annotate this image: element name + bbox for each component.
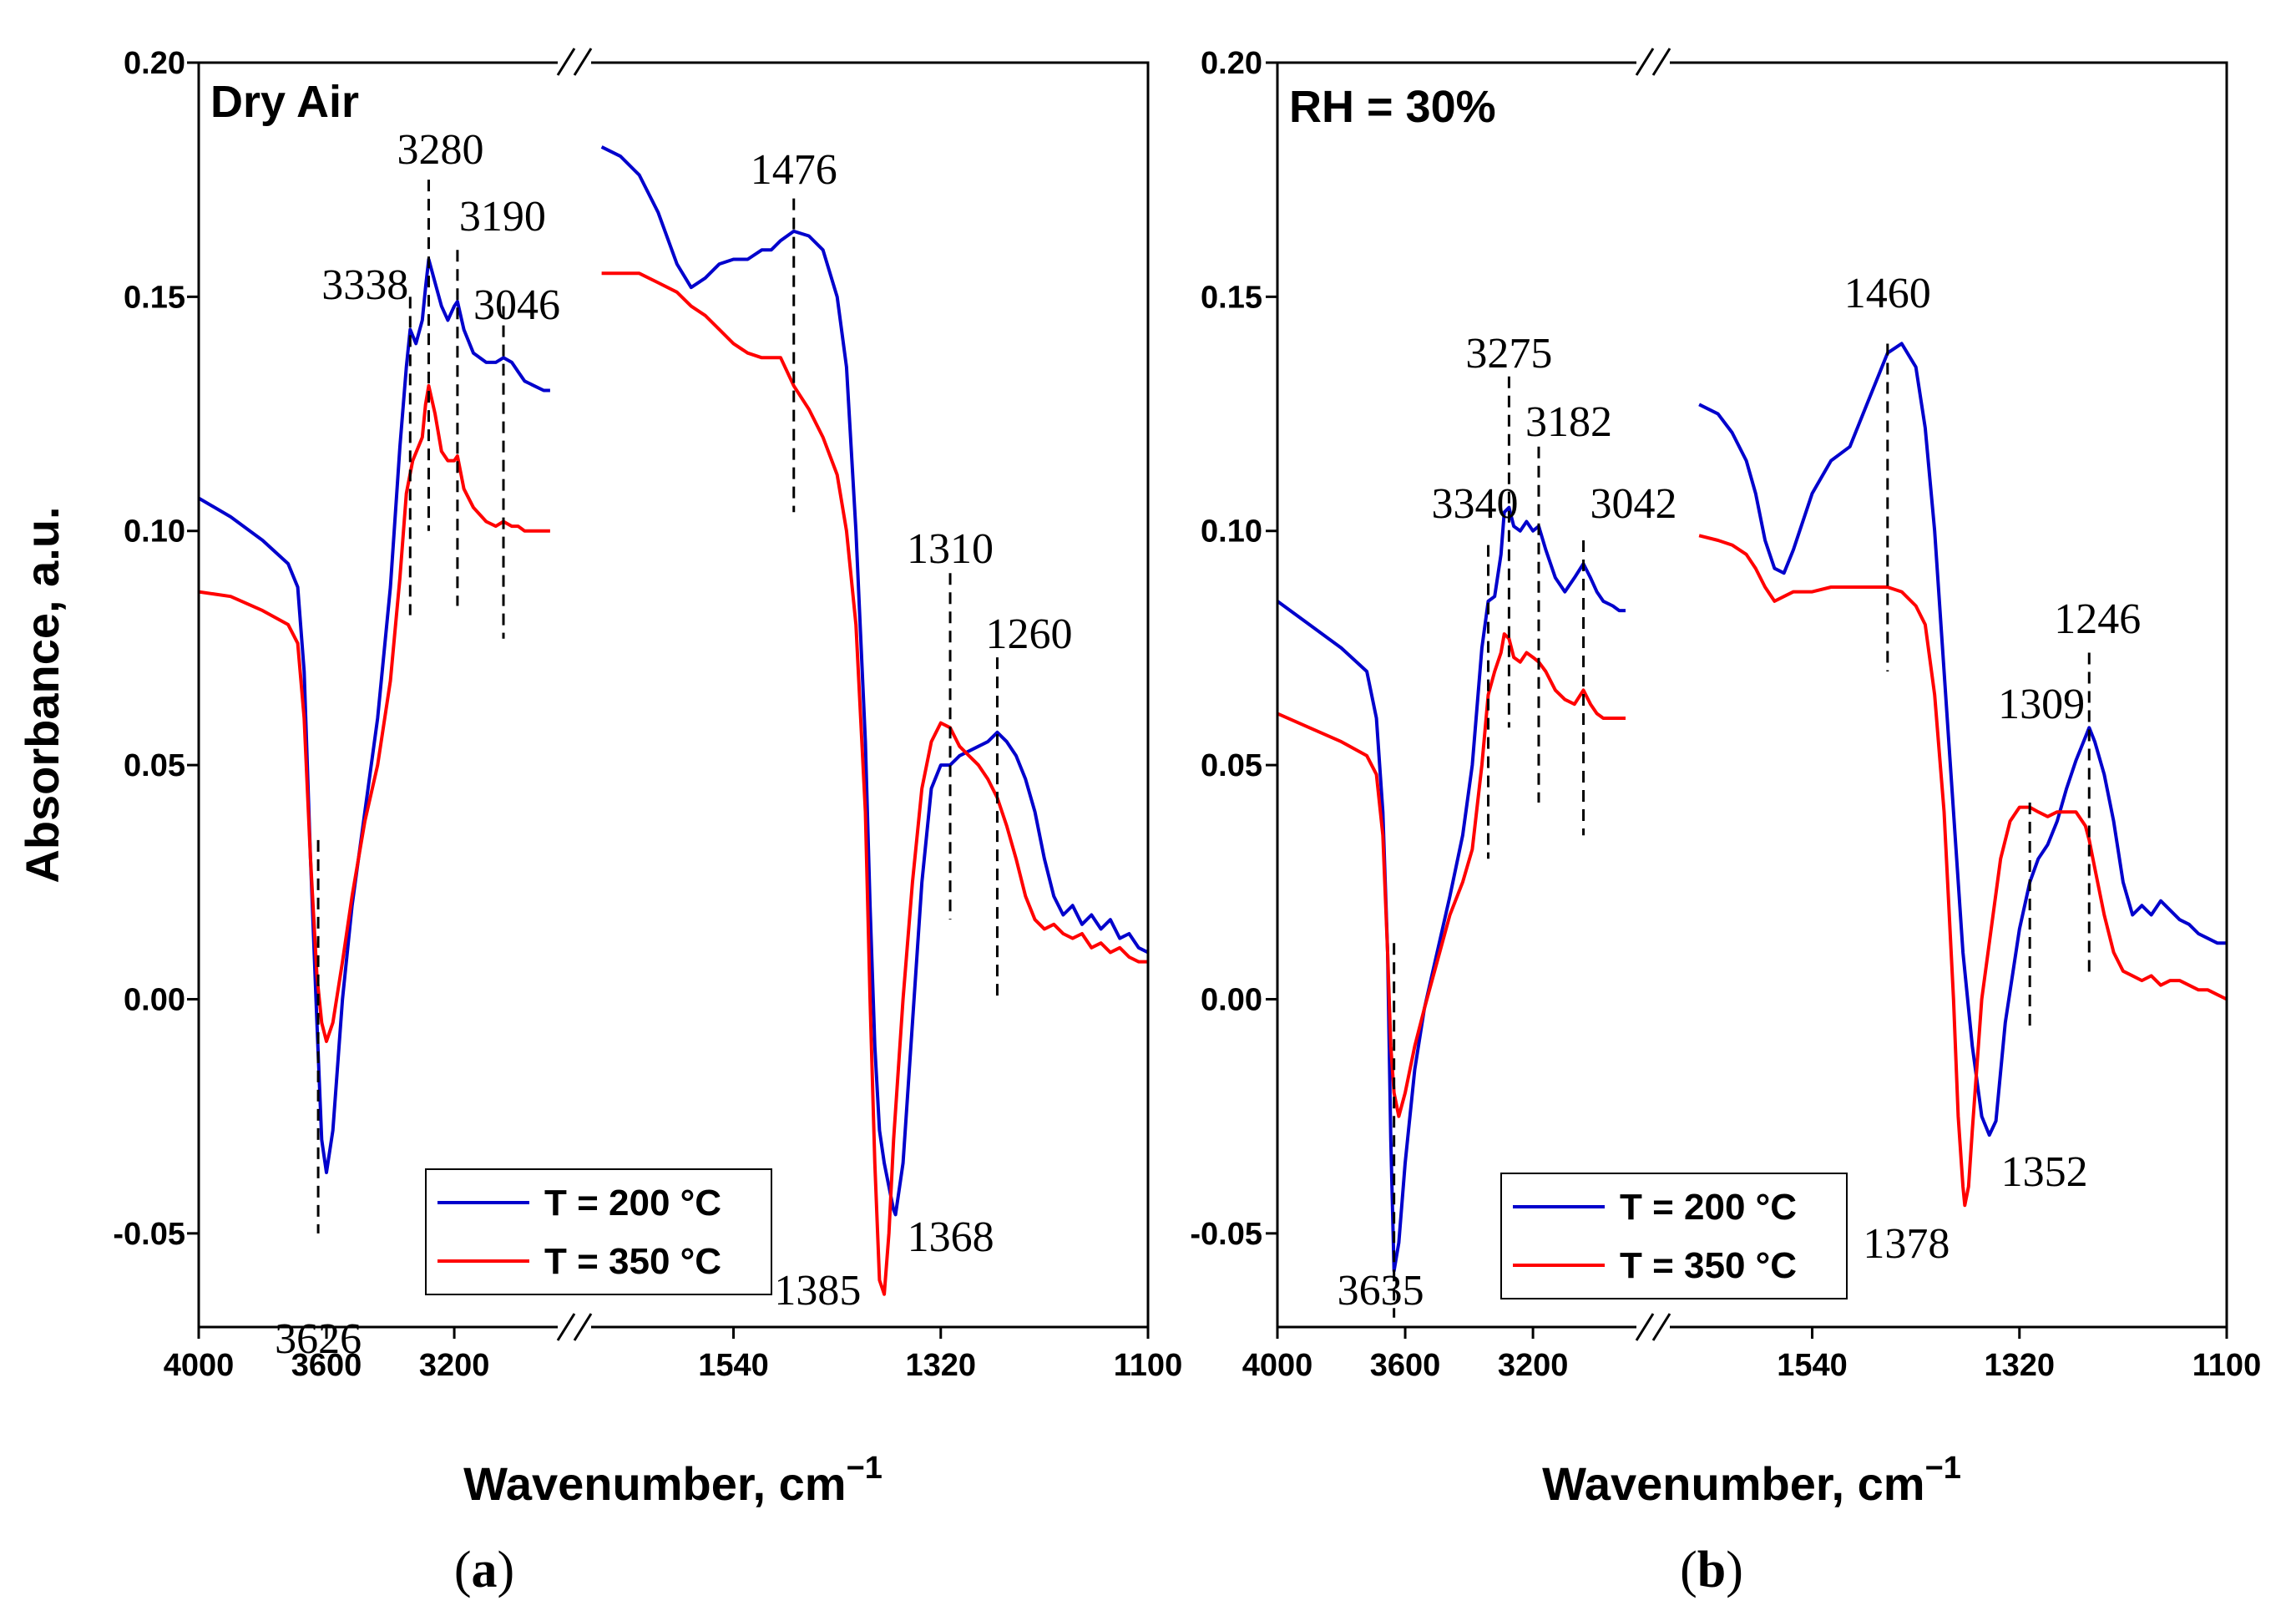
x-tick-label: 4000: [1242, 1348, 1313, 1383]
peak-label-3280: 3280: [397, 126, 483, 174]
panel-title: Dry Air: [210, 77, 359, 127]
y-tick-label: 0.15: [124, 280, 185, 315]
tick-layer-a: 0.20 0.15 0.10 0.05 0.00 -0.05 4000 3600 3200 154…: [113, 46, 1182, 1383]
legend-label-350: T = 350 °C: [544, 1241, 721, 1282]
x-tick-label: 1540: [1777, 1348, 1848, 1383]
series-line-200C-seg1: [1276, 505, 1626, 1273]
legend: T = 200 °C T = 350 °C: [425, 1168, 772, 1295]
x-tick-label: 1100: [1114, 1348, 1182, 1383]
series-line-350C-seg1: [198, 383, 550, 1043]
x-tick-label: 1320: [1984, 1348, 2055, 1383]
y-tick-label: 0.10: [1201, 514, 1262, 550]
panel-a: 3626 3338 3280 3190 3046 1476 1385 1368 1310 1260…: [113, 46, 1182, 1598]
legend-label-200: T = 200 °C: [1620, 1187, 1797, 1228]
y-tick-label: 0.15: [1201, 280, 1262, 315]
panel-title: RH = 30%: [1289, 82, 1496, 132]
peak-label-1352: 1352: [2001, 1148, 2088, 1196]
y-tick-label: 0.05: [1201, 748, 1262, 783]
x-tick-label: 3600: [1370, 1348, 1441, 1383]
series-line-350C-seg1: [1277, 632, 1626, 1118]
y-tick-label: -0.05: [113, 1217, 185, 1252]
peak-label-3046: 3046: [473, 281, 560, 329]
peak-label-3635: 3635: [1338, 1267, 1424, 1315]
plot-frame: [197, 61, 1150, 1329]
x-axis-title: Wavenumber, cm−1: [1542, 1451, 1961, 1510]
y-tick-label: 0.10: [124, 514, 185, 550]
x-axis-title-exponent: −1: [1925, 1451, 1961, 1486]
x-axis-title: Wavenumber, cm−1: [463, 1451, 882, 1510]
peak-label-1260: 1260: [985, 610, 1072, 658]
x-tick-label: 3600: [291, 1348, 362, 1383]
subfigure-letter: a: [472, 1542, 498, 1598]
legend: T = 200 °C T = 350 °C: [1500, 1173, 1848, 1299]
subfigure-letter: b: [1697, 1542, 1726, 1598]
x-tick-label: 1320: [905, 1348, 976, 1383]
series-line-350C-seg2: [601, 271, 1148, 1296]
y-tick-label: 0.20: [1201, 46, 1262, 81]
x-axis-title-exponent: −1: [847, 1451, 882, 1486]
annotation-layer-a: 3626 3338 3280 3190 3046 1476 1385 1368 1310 1260: [275, 126, 1072, 1363]
x-axis-title-text: Wavenumber, cm: [463, 1457, 847, 1510]
x-tick-label: 4000: [164, 1348, 235, 1383]
peak-label-1309: 1309: [1998, 681, 2085, 728]
panel-b: 3635 3340 3275 3182 3042 1460 1378 1352 1309 1246…: [1190, 46, 2261, 1598]
axis-break-top: [1635, 48, 1671, 76]
y-tick-label: 0.00: [124, 982, 185, 1017]
x-axis-title-text: Wavenumber, cm: [1542, 1457, 1925, 1510]
y-tick-label: -0.05: [1190, 1217, 1262, 1252]
legend-label-350: T = 350 °C: [1620, 1245, 1797, 1286]
x-tick-label: 1540: [698, 1348, 769, 1383]
series-layer-a: [197, 145, 1149, 1296]
series-layer-b: [1276, 342, 2228, 1273]
peak-label-1310: 1310: [907, 525, 994, 573]
tick-layer-b: 0.20 0.15 0.10 0.05 0.00 -0.05 4000 3600 3200 154…: [1190, 46, 2261, 1383]
peak-label-1378: 1378: [1863, 1220, 1950, 1268]
axis-break-mask-bottom: [1636, 1316, 1670, 1338]
peak-label-3626: 3626: [275, 1315, 362, 1363]
subfigure-label: (b): [1680, 1542, 1743, 1598]
peak-label-1246: 1246: [2054, 595, 2141, 643]
peak-label-3042: 3042: [1591, 480, 1677, 528]
peak-label-3338: 3338: [321, 261, 408, 309]
x-tick-label: 1100: [2192, 1348, 2261, 1383]
peak-label-1385: 1385: [774, 1267, 861, 1315]
y-tick-label: 0.05: [124, 748, 185, 783]
series-line-350C-seg2: [1698, 534, 2228, 1208]
peak-label-3275: 3275: [1465, 330, 1552, 377]
axis-break-bottom: [1635, 1313, 1671, 1341]
annotation-layer-b: 3635 3340 3275 3182 3042 1460 1378 1352 1309 1246: [1338, 270, 2141, 1318]
axis-break-top: [556, 48, 593, 76]
y-tick-label: 0.00: [1201, 982, 1262, 1017]
x-tick-label: 3200: [1498, 1348, 1569, 1383]
series-line-200C-seg2: [1698, 342, 2227, 1137]
legend-label-200: T = 200 °C: [544, 1183, 721, 1223]
legend-box: [1500, 1173, 1848, 1299]
y-axis-title: Absorbance, a.u.: [16, 506, 68, 883]
series-line-200C-seg1: [197, 257, 550, 1174]
peak-label-3182: 3182: [1525, 398, 1612, 446]
peak-label-1460: 1460: [1844, 270, 1931, 317]
peak-label-1476: 1476: [751, 146, 837, 194]
legend-box: [425, 1168, 772, 1295]
plot-frame: [1276, 61, 2228, 1329]
y-tick-label: 0.20: [124, 46, 185, 81]
axis-break-bottom: [556, 1313, 593, 1341]
subfigure-label: (a): [454, 1542, 514, 1598]
peak-label-3340: 3340: [1432, 480, 1519, 528]
peak-label-3190: 3190: [459, 193, 546, 241]
x-tick-label: 3200: [419, 1348, 490, 1383]
peak-label-1368: 1368: [908, 1213, 994, 1261]
series-line-200C-seg2: [600, 145, 1149, 1217]
axis-break-mask-bottom: [558, 1316, 591, 1338]
